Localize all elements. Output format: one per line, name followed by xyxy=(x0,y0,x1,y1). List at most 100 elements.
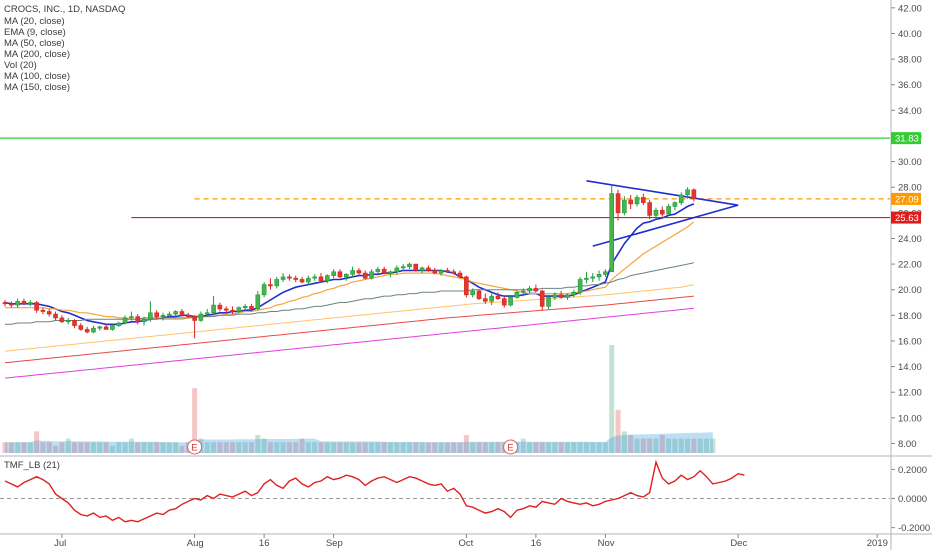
candle xyxy=(53,311,58,321)
volume-bar xyxy=(255,435,261,453)
tmf-title: TMF_LB (21) xyxy=(4,460,60,471)
candle xyxy=(249,303,254,312)
candle xyxy=(116,321,122,327)
candle-body xyxy=(160,315,166,317)
candle xyxy=(659,206,665,217)
candle xyxy=(558,291,564,299)
earnings-marker[interactable]: E xyxy=(187,439,203,455)
price-tick-label: 10.00 xyxy=(898,413,922,424)
volume-bar xyxy=(116,442,122,453)
price-tick-label: 16.00 xyxy=(898,336,922,347)
earnings-marker[interactable]: E xyxy=(503,439,519,455)
candle-body xyxy=(110,325,115,330)
candle xyxy=(432,267,438,275)
candle xyxy=(274,276,280,289)
price-tick-label: 42.00 xyxy=(898,3,922,14)
candle xyxy=(520,288,526,297)
volume-bar xyxy=(685,438,691,453)
volume-bar xyxy=(160,442,166,453)
candle-body xyxy=(590,276,596,279)
candle-body xyxy=(65,320,71,323)
candle-body xyxy=(217,304,223,310)
candle xyxy=(641,193,646,206)
candle xyxy=(287,274,292,281)
candle xyxy=(451,269,457,275)
candle xyxy=(331,269,336,279)
volume-bar xyxy=(400,442,406,453)
candle xyxy=(362,270,368,280)
candle-body xyxy=(615,193,621,214)
volume-bar xyxy=(248,442,254,453)
candle xyxy=(185,312,191,318)
candle-body xyxy=(204,312,210,315)
candle-body xyxy=(343,274,349,278)
indicator-legend: CROCS, INC., 1D, NASDAQ MA (20, close)EM… xyxy=(4,4,125,93)
candle xyxy=(514,291,520,299)
candle xyxy=(46,308,52,317)
volume-bar xyxy=(128,438,134,453)
triangle-lower-trendline xyxy=(592,204,739,247)
volume-bar xyxy=(419,442,425,453)
volume-bar xyxy=(590,442,596,453)
candle xyxy=(198,311,204,322)
volume-bar xyxy=(678,438,684,453)
candle-body xyxy=(666,206,671,215)
candle-body xyxy=(426,267,431,271)
candle-body xyxy=(192,316,197,321)
candle-body xyxy=(508,297,513,306)
candle xyxy=(369,269,374,280)
candle xyxy=(293,275,299,283)
volume-bar xyxy=(78,442,84,453)
legend-entry: MA (100, close) xyxy=(4,71,70,82)
volume-bar xyxy=(27,442,33,453)
volume-bar xyxy=(46,442,52,453)
volume-bar xyxy=(596,442,602,453)
candle xyxy=(179,308,185,317)
candlesticks[interactable] xyxy=(2,184,697,339)
candle-body xyxy=(470,290,475,296)
tmf-indicator-pane[interactable]: TMF_LB (21) 0.2000 0.0000 -0.2000 xyxy=(0,459,930,534)
candle-body xyxy=(242,306,248,308)
volume-bar xyxy=(666,438,672,453)
candle-body xyxy=(546,297,551,307)
candle-body xyxy=(350,270,355,275)
candle xyxy=(325,274,330,284)
candle xyxy=(299,276,305,284)
volume-bar xyxy=(533,442,539,453)
candle-body xyxy=(539,290,545,307)
tmf-tick-label: 0.2000 xyxy=(898,465,927,476)
candle xyxy=(343,273,349,281)
candle-body xyxy=(148,312,153,320)
candle xyxy=(204,308,210,317)
volume-bar xyxy=(166,442,172,453)
volume-bar xyxy=(362,442,368,453)
candle xyxy=(672,201,678,211)
volume-bar xyxy=(230,442,236,453)
chart-drawings[interactable] xyxy=(0,137,890,247)
candle xyxy=(350,266,355,277)
candle xyxy=(236,306,242,313)
legend-entry: MA (50, close) xyxy=(4,38,65,49)
candle xyxy=(381,266,387,275)
volume-bar xyxy=(109,445,115,453)
volume-bar xyxy=(647,438,653,453)
volume-bar xyxy=(558,442,564,453)
volume-bar xyxy=(577,442,583,453)
volume-bar xyxy=(621,431,627,453)
time-tick-label: Aug xyxy=(187,538,204,549)
candle-body xyxy=(40,309,46,312)
candle xyxy=(268,278,273,290)
candle xyxy=(552,292,558,300)
volume-bar xyxy=(425,442,431,453)
volume-bar xyxy=(192,388,198,453)
volume-bar xyxy=(97,442,103,453)
candle xyxy=(59,315,65,324)
volume-ma-area xyxy=(5,432,713,453)
candle-body xyxy=(274,279,280,287)
candle-body xyxy=(577,279,583,293)
candle-body xyxy=(331,271,336,276)
